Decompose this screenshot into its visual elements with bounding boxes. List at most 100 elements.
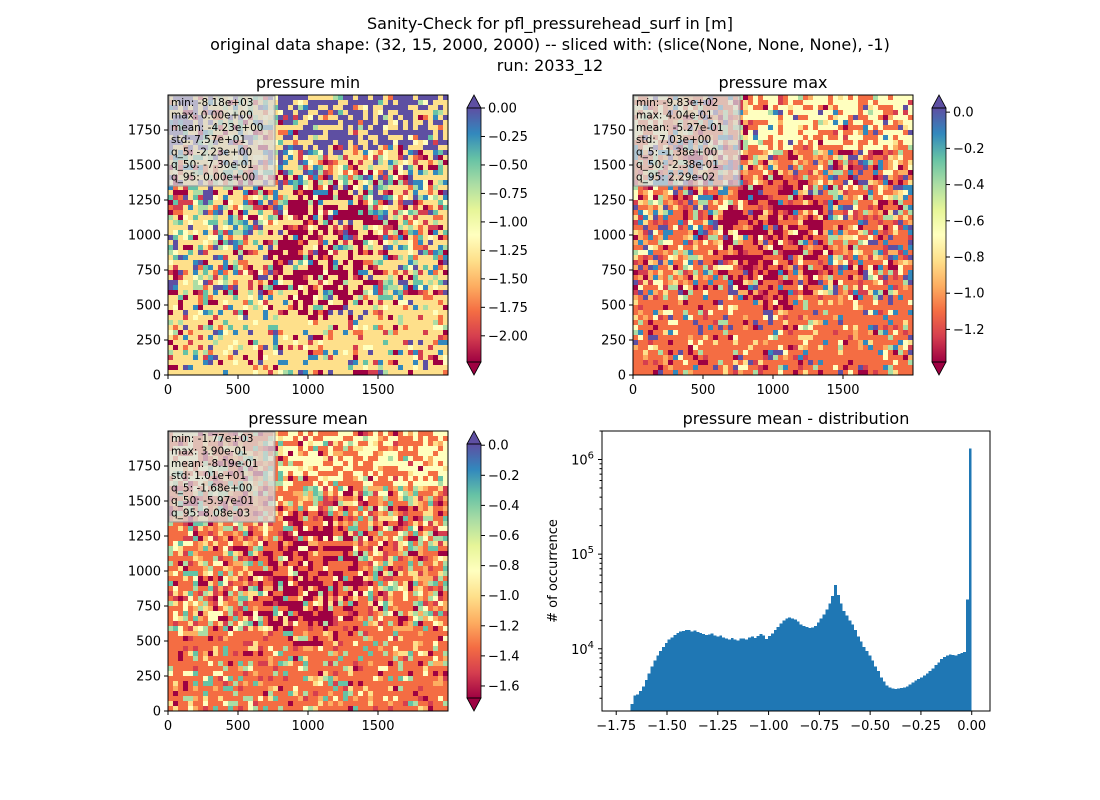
heatmap-cell (823, 170, 828, 175)
heatmap-cell (773, 215, 778, 220)
heatmap-cell (243, 265, 248, 270)
heatmap-cell (418, 95, 423, 100)
heatmap-cell (343, 115, 348, 120)
heatmap-cell (693, 235, 698, 240)
heatmap-cell (398, 205, 403, 210)
heatmap-cell (908, 95, 913, 100)
heatmap-cell (368, 150, 373, 155)
heatmap-cell (218, 310, 223, 315)
heatmap-cell (328, 305, 333, 310)
heatmap-cell (903, 175, 908, 180)
heatmap-cell (283, 300, 288, 305)
heatmap-cell (203, 205, 208, 210)
heatmap-cell (413, 365, 418, 370)
heatmap-cell (693, 300, 698, 305)
heatmap-cell (703, 335, 708, 340)
heatmap-cell (673, 345, 678, 350)
heatmap-cell (823, 275, 828, 280)
heatmap-cell (393, 220, 398, 225)
heatmap-cell (753, 190, 758, 195)
heatmap-cell (733, 330, 738, 335)
heatmap-cell (323, 190, 328, 195)
heatmap-cell (633, 315, 638, 320)
heatmap-cell (233, 245, 238, 250)
heatmap-cell (778, 330, 783, 335)
heatmap-cell (423, 155, 428, 160)
heatmap-cell (328, 325, 333, 330)
heatmap-cell (348, 135, 353, 140)
heatmap-cell (848, 210, 853, 215)
heatmap-cell (863, 215, 868, 220)
heatmap-cell (868, 315, 873, 320)
heatmap-cell (168, 370, 173, 375)
heatmap-cell (753, 185, 758, 190)
heatmap-cell (743, 265, 748, 270)
heatmap-cell (238, 210, 243, 215)
heatmap-cell (253, 340, 258, 345)
heatmap-cell (248, 335, 253, 340)
heatmap-cell (383, 451, 388, 456)
heatmap-cell (738, 260, 743, 265)
heatmap-cell (198, 536, 203, 541)
heatmap-cell (198, 205, 203, 210)
heatmap-cell (243, 531, 248, 536)
heatmap-cell (223, 185, 228, 190)
heatmap-cell (308, 190, 313, 195)
heatmap-cell (713, 185, 718, 190)
heatmap-cell (443, 526, 448, 531)
heatmap-cell (753, 215, 758, 220)
heatmap-cell (438, 295, 443, 300)
heatmap-cell (743, 290, 748, 295)
heatmap-cell (273, 350, 278, 355)
heatmap-cell (773, 100, 778, 105)
heatmap-cell (218, 531, 223, 536)
heatmap-cell (298, 135, 303, 140)
heatmap-cell (833, 305, 838, 310)
heatmap-cell (753, 240, 758, 245)
heatmap-cell (368, 195, 373, 200)
heatmap-cell (373, 260, 378, 265)
heatmap-cell (713, 355, 718, 360)
heatmap-cell (333, 260, 338, 265)
heatmap-cell (283, 476, 288, 481)
heatmap-cell (323, 140, 328, 145)
heatmap-cell (743, 300, 748, 305)
heatmap-cell (793, 175, 798, 180)
heatmap-cell (653, 340, 658, 345)
heatmap-cell (793, 320, 798, 325)
heatmap-cell (388, 456, 393, 461)
heatmap-cell (753, 225, 758, 230)
heatmap-cell (693, 270, 698, 275)
heatmap-cell (383, 120, 388, 125)
heatmap-cell (813, 115, 818, 120)
heatmap-cell (673, 370, 678, 375)
heatmap-cell (253, 536, 258, 541)
heatmap-cell (743, 235, 748, 240)
heatmap-cell (388, 451, 393, 456)
heatmap-cell (648, 365, 653, 370)
heatmap-cell (443, 506, 448, 511)
heatmap-cell (363, 240, 368, 245)
heatmap-cell (778, 270, 783, 275)
heatmap-cell (288, 255, 293, 260)
heatmap-cell (798, 280, 803, 285)
heatmap-cell (808, 335, 813, 340)
colorbar-tick-label: −1.0 (953, 287, 985, 302)
heatmap-cell (283, 145, 288, 150)
heatmap-cell (368, 265, 373, 270)
heatmap-cell (243, 190, 248, 195)
heatmap-cell (663, 225, 668, 230)
heatmap-cell (853, 335, 858, 340)
heatmap-cell (293, 536, 298, 541)
heatmap-cell (398, 140, 403, 145)
heatmap-cell (803, 205, 808, 210)
heatmap-cell (343, 190, 348, 195)
heatmap-cell (903, 350, 908, 355)
heatmap-cell (773, 320, 778, 325)
heatmap-cell (258, 200, 263, 205)
heatmap-cell (708, 320, 713, 325)
heatmap-cell (443, 295, 448, 300)
heatmap-cell (288, 526, 293, 531)
heatmap-cell (668, 230, 673, 235)
heatmap-cell (228, 355, 233, 360)
